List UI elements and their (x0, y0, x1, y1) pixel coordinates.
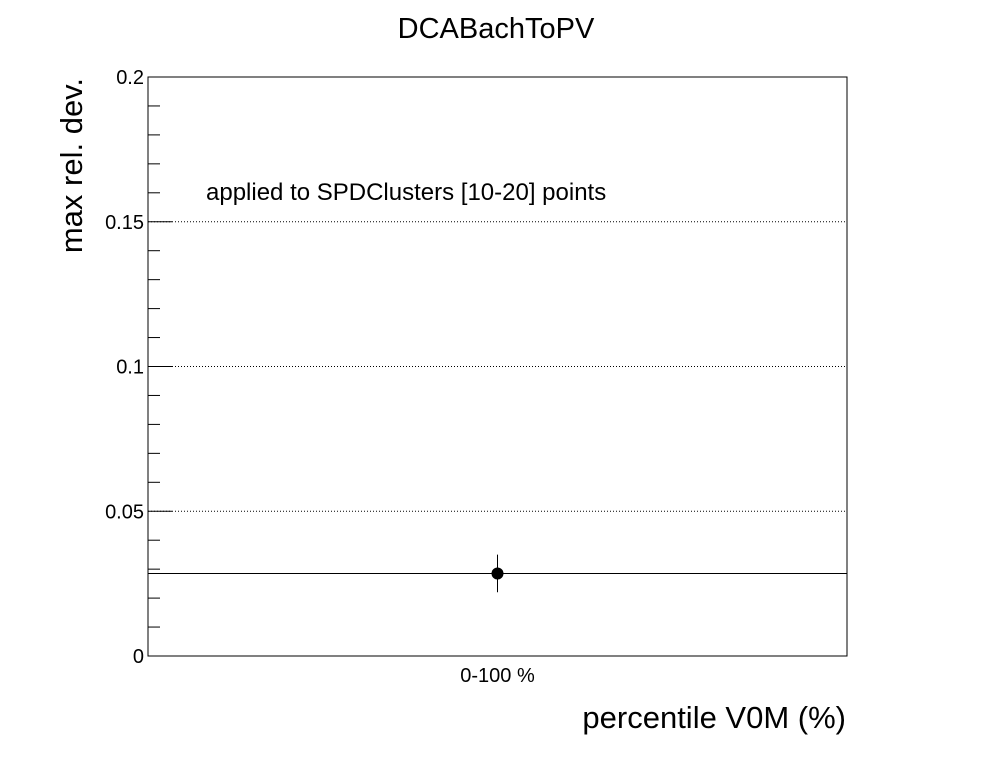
x-category-labels: 0-100 % (460, 665, 535, 687)
plot-frame (147, 76, 848, 657)
y-tick-label: 0.2 (116, 67, 144, 89)
y-tick-labels: 0 0.05 0.1 0.15 0.2 (105, 67, 144, 668)
y-tick-label: 0 (133, 646, 144, 668)
x-category-label: 0-100 % (460, 665, 535, 687)
x-axis-label: percentile V0M (%) (582, 700, 846, 735)
annotation: applied to SPDClusters [10-20] points (206, 179, 606, 206)
data-points (491, 554, 504, 593)
y-axis-label: max rel. dev. (54, 78, 89, 253)
y-axis-ticks (148, 76, 172, 657)
data-point (491, 567, 504, 580)
y-tick-label: 0.05 (105, 501, 144, 523)
chart-title: DCABachToPV (398, 13, 595, 45)
y-tick-label: 0.1 (116, 357, 144, 379)
y-tick-label: 0.15 (105, 212, 144, 234)
